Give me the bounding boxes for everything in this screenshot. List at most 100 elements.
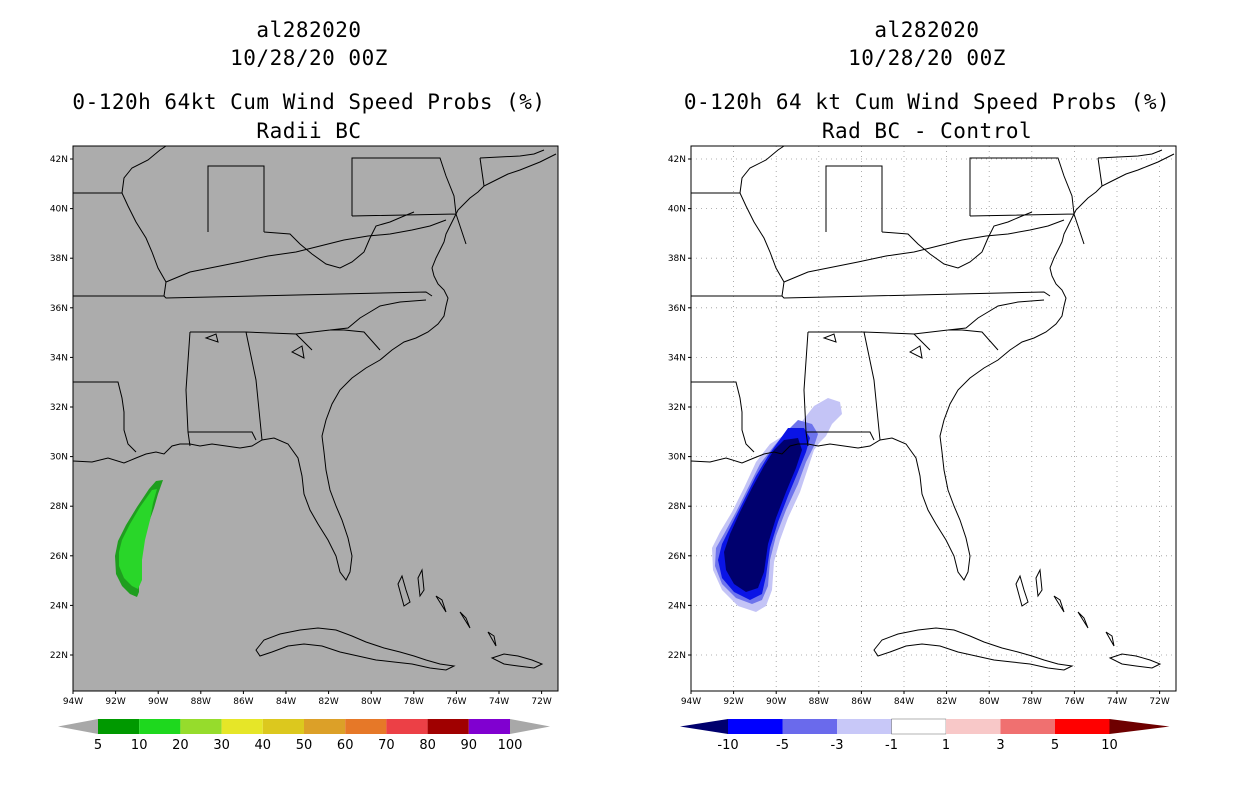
map-background <box>73 146 558 691</box>
colorbar-swatch <box>1055 719 1110 734</box>
lat-tick-label: 40N <box>668 205 686 215</box>
axis-labels: 42N 40N 38N 36N 34N 32N 30N 28N 26N 24N 22N 94W 92W 9… <box>668 155 1170 707</box>
lon-tick-label: 74W <box>489 697 509 707</box>
lon-tick-label: 86W <box>851 697 871 707</box>
lon-tick-label: 72W <box>1149 697 1169 707</box>
coast-border-line <box>825 165 1033 269</box>
lon-tick-label: 92W <box>723 697 743 707</box>
colorbar-swatch <box>345 719 387 734</box>
lat-tick-label: 26N <box>668 552 686 562</box>
colorbar-swatch <box>221 719 263 734</box>
lon-tick-label: 86W <box>233 697 253 707</box>
product-title: 0-120h 64 kt Cum Wind Speed Probs (%) <box>683 90 1171 114</box>
colorbar-swatch <box>98 719 140 734</box>
lat-tick-label: 26N <box>50 552 68 562</box>
axis-labels: 42N 40N 38N 36N 34N 32N 30N 28N 26N 24N 22N 94W 92W 9… <box>50 155 552 707</box>
colorbar-label: 5 <box>1051 738 1059 753</box>
colorbar-swatch <box>386 719 428 734</box>
lon-tick-label: 80W <box>979 697 999 707</box>
lat-tick-label: 34N <box>50 353 68 363</box>
lon-tick-label: 78W <box>404 697 424 707</box>
coast-border-line <box>822 333 923 359</box>
coast-border-line <box>73 291 433 299</box>
colorbar-label: 70 <box>378 738 395 753</box>
colorbar-label: 10 <box>131 738 148 753</box>
lon-tick-label: 82W <box>318 697 338 707</box>
coast-border-line <box>739 145 785 194</box>
coastline-and-borders <box>72 145 557 671</box>
lat-tick-label: 34N <box>668 353 686 363</box>
product-title: 0-120h 64kt Cum Wind Speed Probs (%) <box>72 90 546 114</box>
lat-tick-label: 38N <box>50 254 68 264</box>
colorbar-swatch <box>180 719 222 734</box>
lat-tick-label: 32N <box>668 403 686 413</box>
lat-tick-label: 36N <box>50 304 68 314</box>
lon-tick-label: 76W <box>446 697 466 707</box>
colorbar-label: -3 <box>831 738 844 753</box>
lon-tick-label: 84W <box>276 697 296 707</box>
coast-border-line <box>691 381 755 453</box>
coast-border-line <box>783 219 1065 283</box>
colorbar-swatch <box>262 719 304 734</box>
lat-tick-label: 40N <box>50 205 68 215</box>
colorbar-swatch <box>1000 719 1055 734</box>
prob-10-contour <box>119 489 157 589</box>
colorbar-label: 10 <box>1101 738 1118 753</box>
coast-border-line <box>479 149 545 187</box>
lon-tick-label: 90W <box>148 697 168 707</box>
coastline-and-borders <box>690 145 1175 671</box>
diff-minus10-contour <box>724 438 802 592</box>
lon-tick-label: 88W <box>191 697 211 707</box>
colorbar-label: 5 <box>94 738 102 753</box>
lat-tick-label: 22N <box>50 651 68 661</box>
colorbar-low-arrow <box>680 719 728 734</box>
colorbar-swatch <box>728 719 783 734</box>
coast-border-line <box>1097 149 1163 187</box>
colorbar-label: -1 <box>885 738 898 753</box>
difference-contours <box>712 398 842 612</box>
coast-border-line <box>185 331 257 447</box>
init-time-title: 10/28/20 00Z <box>230 46 388 70</box>
storm-id-title: al282020 <box>256 18 362 42</box>
lon-tick-label: 84W <box>894 697 914 707</box>
colorbar-label: 30 <box>213 738 230 753</box>
storm-id-title: al282020 <box>874 18 980 42</box>
colorbar: 5 10 20 30 40 50 60 70 80 90 100 <box>58 719 550 753</box>
lat-tick-label: 28N <box>50 502 68 512</box>
lon-tick-label: 80W <box>361 697 381 707</box>
lon-tick-label: 82W <box>936 697 956 707</box>
lat-tick-label: 30N <box>668 453 686 463</box>
colorbar-low-arrow <box>58 719 98 734</box>
right-panel: al282020 10/28/20 00Z 0-120h 64 kt Cum W… <box>618 0 1236 800</box>
coast-border-line <box>73 381 137 453</box>
lat-tick-label: 24N <box>668 601 686 611</box>
coast-border-line <box>190 299 427 351</box>
colorbar-label: 20 <box>172 738 189 753</box>
colorbar-label: -10 <box>717 738 738 753</box>
colorbar-high-arrow <box>510 719 550 734</box>
colorbar-label: 80 <box>419 738 436 753</box>
lat-tick-label: 42N <box>668 155 686 165</box>
init-time-title: 10/28/20 00Z <box>848 46 1006 70</box>
colorbar-swatch <box>946 719 1001 734</box>
wind-prob-contours <box>115 480 163 597</box>
coast-border-line <box>72 153 557 581</box>
colorbar-label: 50 <box>296 738 313 753</box>
colorbar-swatch <box>427 719 469 734</box>
right-map-svg: 42N 40N 38N 36N 34N 32N 30N 28N 26N 24N 22N 94W 92W 9… <box>668 145 1177 753</box>
colorbar-swatch <box>468 719 510 734</box>
colorbar-swatch <box>139 719 181 734</box>
lon-tick-label: 94W <box>681 697 701 707</box>
colorbar-label: 3 <box>996 738 1004 753</box>
left-map-svg: 42N 40N 38N 36N 34N 32N 30N 28N 26N 24N 22N 94W 92W 9… <box>50 145 559 753</box>
map-background <box>691 146 1176 691</box>
colorbar-swatch <box>304 719 346 734</box>
coast-border-line <box>490 653 544 669</box>
lat-tick-label: 30N <box>50 453 68 463</box>
coast-border-line <box>803 331 875 447</box>
map-frame <box>690 145 1177 692</box>
lat-tick-label: 32N <box>50 403 68 413</box>
lon-tick-label: 94W <box>63 697 83 707</box>
lon-tick-label: 72W <box>531 697 551 707</box>
lat-tick-label: 28N <box>668 502 686 512</box>
